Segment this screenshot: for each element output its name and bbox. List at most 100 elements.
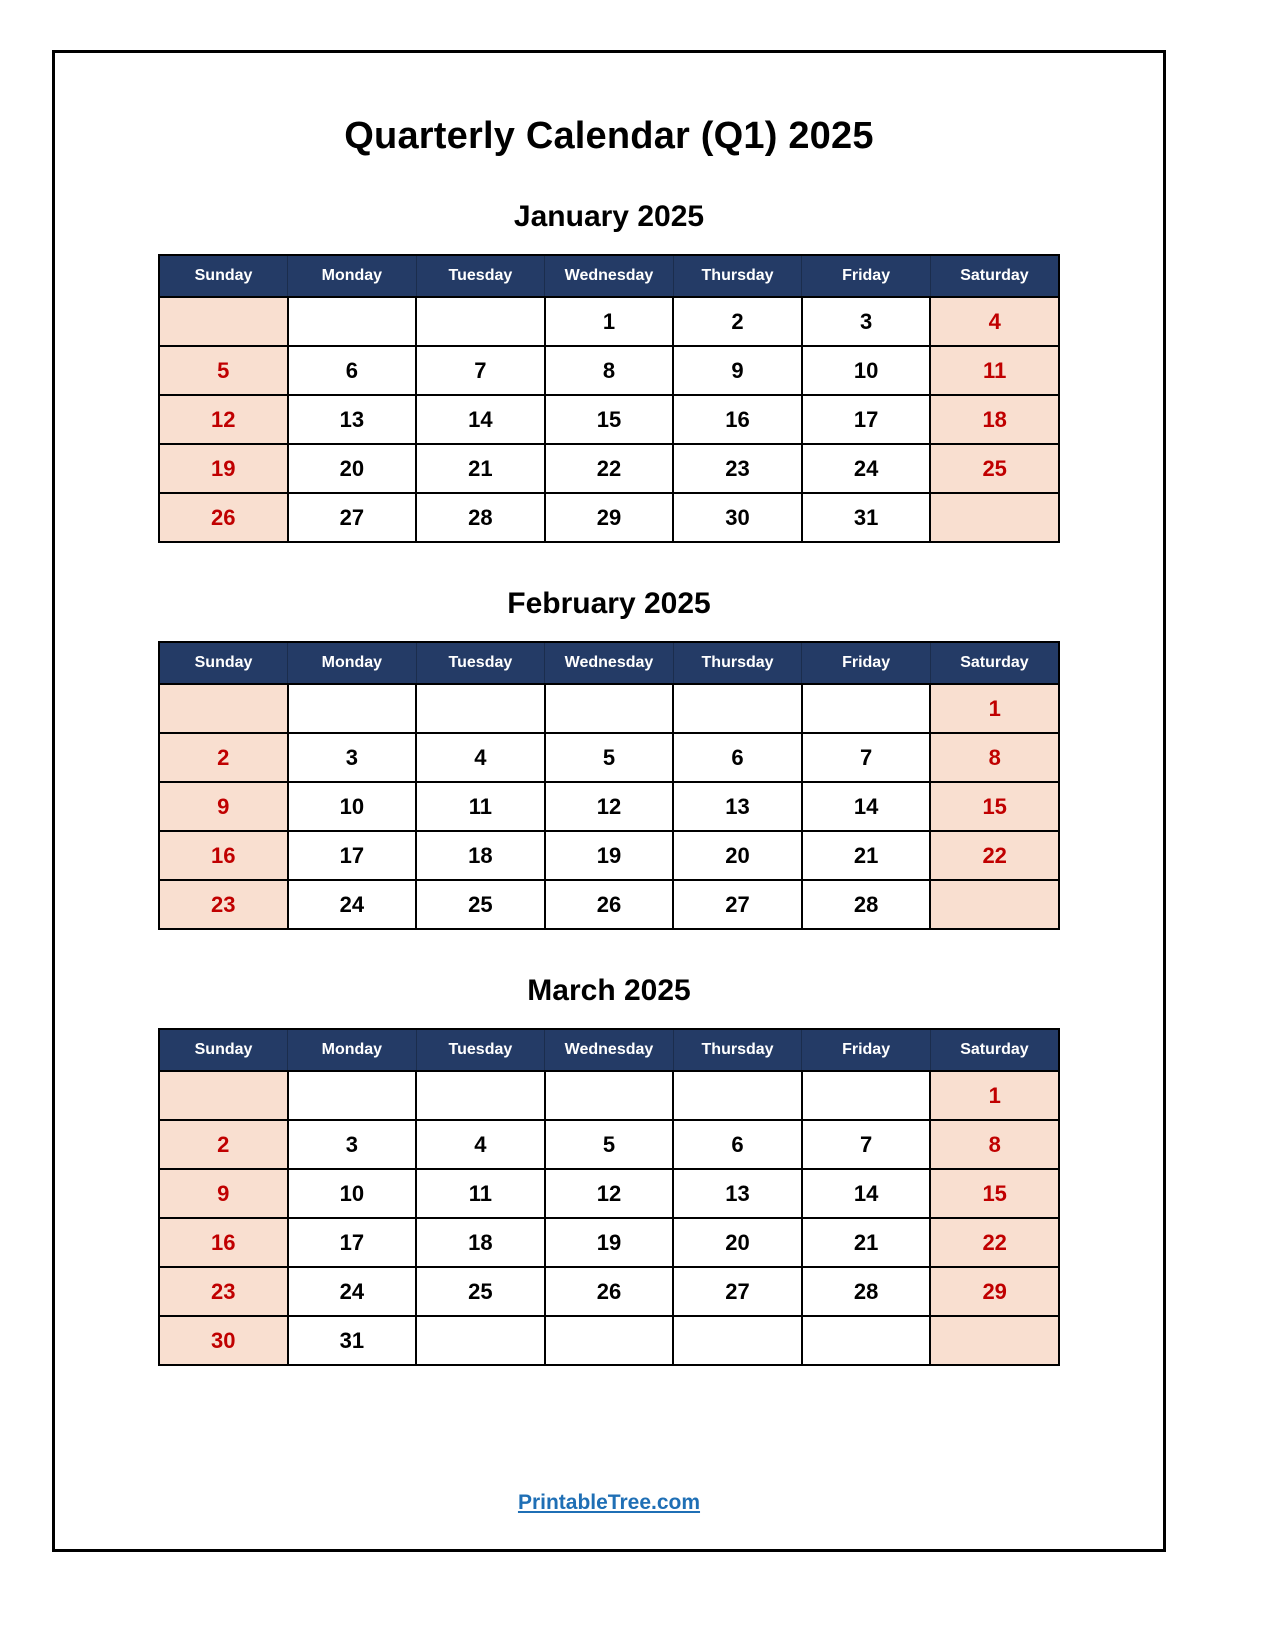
day-cell[interactable]: 20 xyxy=(672,830,803,881)
day-cell[interactable]: 18 xyxy=(415,830,546,881)
day-cell[interactable]: 24 xyxy=(800,443,932,494)
day-cell[interactable]: 27 xyxy=(672,879,803,930)
day-cell[interactable]: 21 xyxy=(415,443,546,494)
printabletree-link[interactable]: PrintableTree.com xyxy=(517,1491,701,1514)
day-cell[interactable]: 13 xyxy=(286,394,418,445)
day-cell[interactable]: 3 xyxy=(286,732,418,783)
day-cell[interactable]: 15 xyxy=(929,1168,1060,1219)
day-cell[interactable]: 16 xyxy=(672,394,803,445)
day-cell[interactable]: 3 xyxy=(800,296,932,347)
weekday-header-sunday: Sunday xyxy=(158,254,289,298)
day-cell[interactable]: 1 xyxy=(543,296,675,347)
day-cell[interactable]: 2 xyxy=(158,1119,289,1170)
month-title: January 2025 xyxy=(513,200,705,233)
day-cell[interactable]: 14 xyxy=(415,394,546,445)
day-cell[interactable]: 6 xyxy=(286,345,418,396)
day-cell[interactable]: 12 xyxy=(543,781,675,832)
day-cell[interactable]: 3 xyxy=(286,1119,418,1170)
day-cell[interactable]: 20 xyxy=(286,443,418,494)
day-cell[interactable]: 19 xyxy=(543,830,675,881)
day-cell[interactable]: 30 xyxy=(672,492,803,543)
day-cell[interactable]: 19 xyxy=(158,443,289,494)
day-cell[interactable]: 31 xyxy=(286,1315,418,1366)
day-cell[interactable]: 23 xyxy=(672,443,803,494)
day-cell[interactable]: 28 xyxy=(415,492,546,543)
day-cell[interactable]: 6 xyxy=(672,1119,803,1170)
day-cell[interactable]: 27 xyxy=(286,492,418,543)
day-cell[interactable]: 22 xyxy=(929,830,1060,881)
day-cell[interactable]: 9 xyxy=(158,781,289,832)
day-cell[interactable]: 14 xyxy=(800,781,932,832)
day-cell[interactable]: 28 xyxy=(800,879,932,930)
day-cell[interactable]: 26 xyxy=(543,1266,675,1317)
day-cell[interactable]: 11 xyxy=(929,345,1060,396)
day-cell[interactable]: 4 xyxy=(415,732,546,783)
day-cell[interactable]: 1 xyxy=(929,1070,1060,1121)
day-cell[interactable]: 31 xyxy=(800,492,932,543)
day-cell[interactable]: 21 xyxy=(800,1217,932,1268)
day-cell[interactable]: 10 xyxy=(286,1168,418,1219)
day-cell[interactable]: 4 xyxy=(929,296,1060,347)
month-block: February 2025 Sunday Monday Tuesday Wednesda… xyxy=(55,587,1163,930)
day-cell[interactable]: 4 xyxy=(415,1119,546,1170)
day-cell[interactable]: 18 xyxy=(929,394,1060,445)
day-cell[interactable]: 23 xyxy=(158,1266,289,1317)
day-cell[interactable]: 10 xyxy=(286,781,418,832)
day-cell-empty xyxy=(800,683,932,734)
day-cell[interactable]: 26 xyxy=(543,879,675,930)
day-cell[interactable]: 8 xyxy=(929,1119,1060,1170)
day-cell-empty xyxy=(929,879,1060,930)
day-cell[interactable]: 30 xyxy=(158,1315,289,1366)
day-cell[interactable]: 8 xyxy=(543,345,675,396)
day-cell[interactable]: 11 xyxy=(415,781,546,832)
day-cell[interactable]: 21 xyxy=(800,830,932,881)
day-cell[interactable]: 7 xyxy=(415,345,546,396)
day-cell[interactable]: 26 xyxy=(158,492,289,543)
day-cell[interactable]: 17 xyxy=(800,394,932,445)
day-cell[interactable]: 17 xyxy=(286,1217,418,1268)
day-cell[interactable]: 12 xyxy=(543,1168,675,1219)
day-cell[interactable]: 9 xyxy=(672,345,803,396)
day-cell[interactable]: 1 xyxy=(929,683,1060,734)
day-cell[interactable]: 16 xyxy=(158,1217,289,1268)
day-cell[interactable]: 25 xyxy=(415,879,546,930)
day-cell[interactable]: 2 xyxy=(158,732,289,783)
day-cell[interactable]: 14 xyxy=(800,1168,932,1219)
day-cell[interactable]: 5 xyxy=(158,345,289,396)
day-cell[interactable]: 7 xyxy=(800,1119,932,1170)
day-cell[interactable]: 10 xyxy=(800,345,932,396)
day-cell[interactable]: 9 xyxy=(158,1168,289,1219)
day-cell[interactable]: 25 xyxy=(415,1266,546,1317)
day-cell[interactable]: 8 xyxy=(929,732,1060,783)
weekday-header-sunday: Sunday xyxy=(158,1028,289,1072)
day-cell[interactable]: 13 xyxy=(672,781,803,832)
day-cell[interactable]: 28 xyxy=(800,1266,932,1317)
day-cell[interactable]: 23 xyxy=(158,879,289,930)
day-cell[interactable]: 24 xyxy=(286,879,418,930)
day-cell[interactable]: 11 xyxy=(415,1168,546,1219)
day-cell[interactable]: 19 xyxy=(543,1217,675,1268)
day-cell[interactable]: 6 xyxy=(672,732,803,783)
day-cell[interactable]: 18 xyxy=(415,1217,546,1268)
day-cell[interactable]: 12 xyxy=(158,394,289,445)
day-cell[interactable]: 29 xyxy=(929,1266,1060,1317)
day-cell-empty xyxy=(415,296,546,347)
day-cell[interactable]: 22 xyxy=(929,1217,1060,1268)
day-cell[interactable]: 29 xyxy=(543,492,675,543)
day-cell[interactable]: 16 xyxy=(158,830,289,881)
day-cell[interactable]: 5 xyxy=(543,1119,675,1170)
day-cell[interactable]: 5 xyxy=(543,732,675,783)
day-cell[interactable]: 7 xyxy=(800,732,932,783)
day-cell[interactable]: 17 xyxy=(286,830,418,881)
weekday-header-row: Sunday Monday Tuesday Wednesday Thursday Frid… xyxy=(158,254,1060,298)
day-cell[interactable]: 22 xyxy=(543,443,675,494)
day-cell[interactable]: 2 xyxy=(672,296,803,347)
day-cell[interactable]: 20 xyxy=(672,1217,803,1268)
day-cell[interactable]: 13 xyxy=(672,1168,803,1219)
day-cell[interactable]: 15 xyxy=(929,781,1060,832)
day-cell[interactable]: 24 xyxy=(286,1266,418,1317)
day-cell[interactable]: 25 xyxy=(929,443,1060,494)
day-cell[interactable]: 27 xyxy=(672,1266,803,1317)
day-cell[interactable]: 15 xyxy=(543,394,675,445)
